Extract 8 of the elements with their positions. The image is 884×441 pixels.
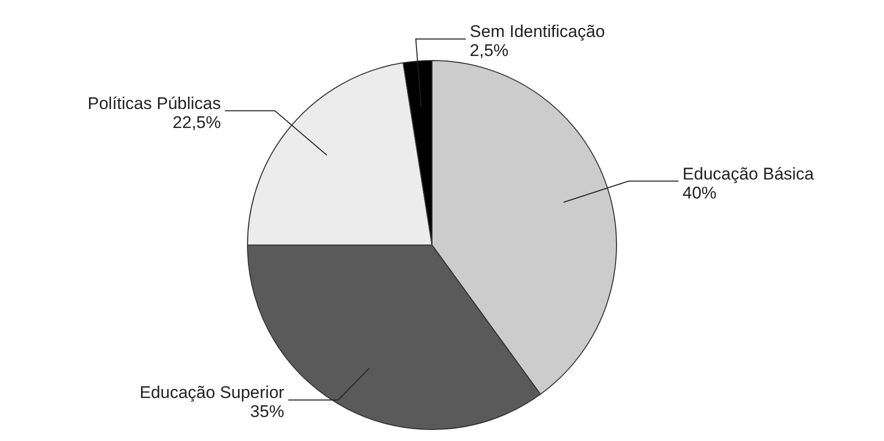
slice-label: Educação Básica — [682, 164, 814, 184]
slice-label: Políticas Públicas — [88, 94, 221, 113]
slice-label: Sem Identificação — [470, 22, 605, 42]
data-label: 22,5% — [172, 112, 221, 132]
data-label: 35% — [250, 402, 284, 422]
data-label: 40% — [682, 183, 717, 202]
data-label: 2,5% — [470, 41, 509, 60]
slice-label: Educação Superior — [140, 383, 285, 402]
